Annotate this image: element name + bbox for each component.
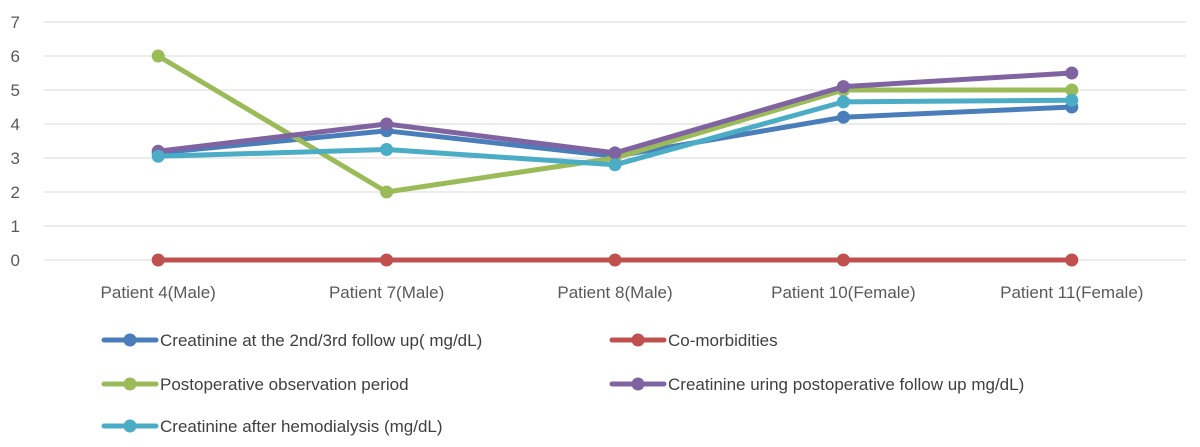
y-tick-label: 0 (11, 251, 20, 270)
series-2 (151, 253, 1079, 267)
axes: 0 1 2 3 4 5 6 7 Patient 4(Male) Patient 7(Male) Pa… (11, 13, 1144, 302)
data-point (836, 80, 850, 94)
data-point (836, 253, 850, 267)
data-point (380, 185, 394, 199)
legend-label: Creatinine at the 2nd/3rd follow up( mg/… (160, 331, 482, 350)
y-tick-label: 2 (11, 183, 20, 202)
y-tick-label: 4 (11, 115, 20, 134)
x-tick-label: Patient 11(Female) (1000, 283, 1143, 302)
series-lines (151, 49, 1079, 267)
data-point (1065, 93, 1079, 107)
x-tick-label: Patient 10(Female) (771, 283, 916, 302)
data-point (151, 253, 165, 267)
legend-label: Creatinine after hemodialysis (mg/dL) (160, 417, 443, 436)
legend-item: Co-morbidities (609, 331, 778, 350)
legend-label: Postoperative observation period (160, 375, 409, 394)
data-point (151, 149, 165, 163)
y-tick-label: 6 (11, 47, 20, 66)
gridlines (44, 21, 1186, 261)
data-point (1065, 66, 1079, 80)
y-tick-label: 7 (11, 13, 20, 32)
data-point (608, 146, 622, 160)
x-tick-label: Patient 7(Male) (329, 283, 444, 302)
data-point (380, 143, 394, 156)
y-tick-label: 5 (11, 81, 20, 100)
x-tick-label: Patient 4(Male) (101, 283, 216, 302)
data-point (151, 49, 165, 63)
legend: Creatinine at the 2nd/3rd follow up( mg/… (101, 331, 1024, 436)
legend-swatch-marker (123, 377, 137, 391)
data-point (608, 158, 622, 172)
legend-item: Postoperative observation period (101, 375, 409, 394)
x-tick-label: Patient 8(Male) (557, 283, 672, 302)
data-point (380, 253, 394, 267)
legend-swatch-marker (631, 333, 645, 347)
data-point (1065, 253, 1079, 267)
legend-item: Creatinine after hemodialysis (mg/dL) (101, 417, 443, 436)
y-tick-label: 3 (11, 149, 20, 168)
data-point (836, 110, 850, 124)
legend-swatch-marker (123, 333, 137, 347)
data-point (836, 95, 850, 109)
legend-label: Co-morbidities (668, 331, 778, 350)
data-point (608, 253, 622, 267)
legend-swatch-marker (631, 377, 645, 391)
series-5 (151, 93, 1079, 172)
legend-swatch-marker (123, 419, 137, 433)
legend-item: Creatinine uring postoperative follow up… (609, 375, 1024, 394)
legend-item: Creatinine at the 2nd/3rd follow up( mg/… (101, 331, 482, 350)
y-tick-label: 1 (11, 217, 20, 236)
legend-label: Creatinine uring postoperative follow up… (668, 375, 1024, 394)
data-point (380, 117, 394, 131)
data-point (1065, 83, 1079, 97)
